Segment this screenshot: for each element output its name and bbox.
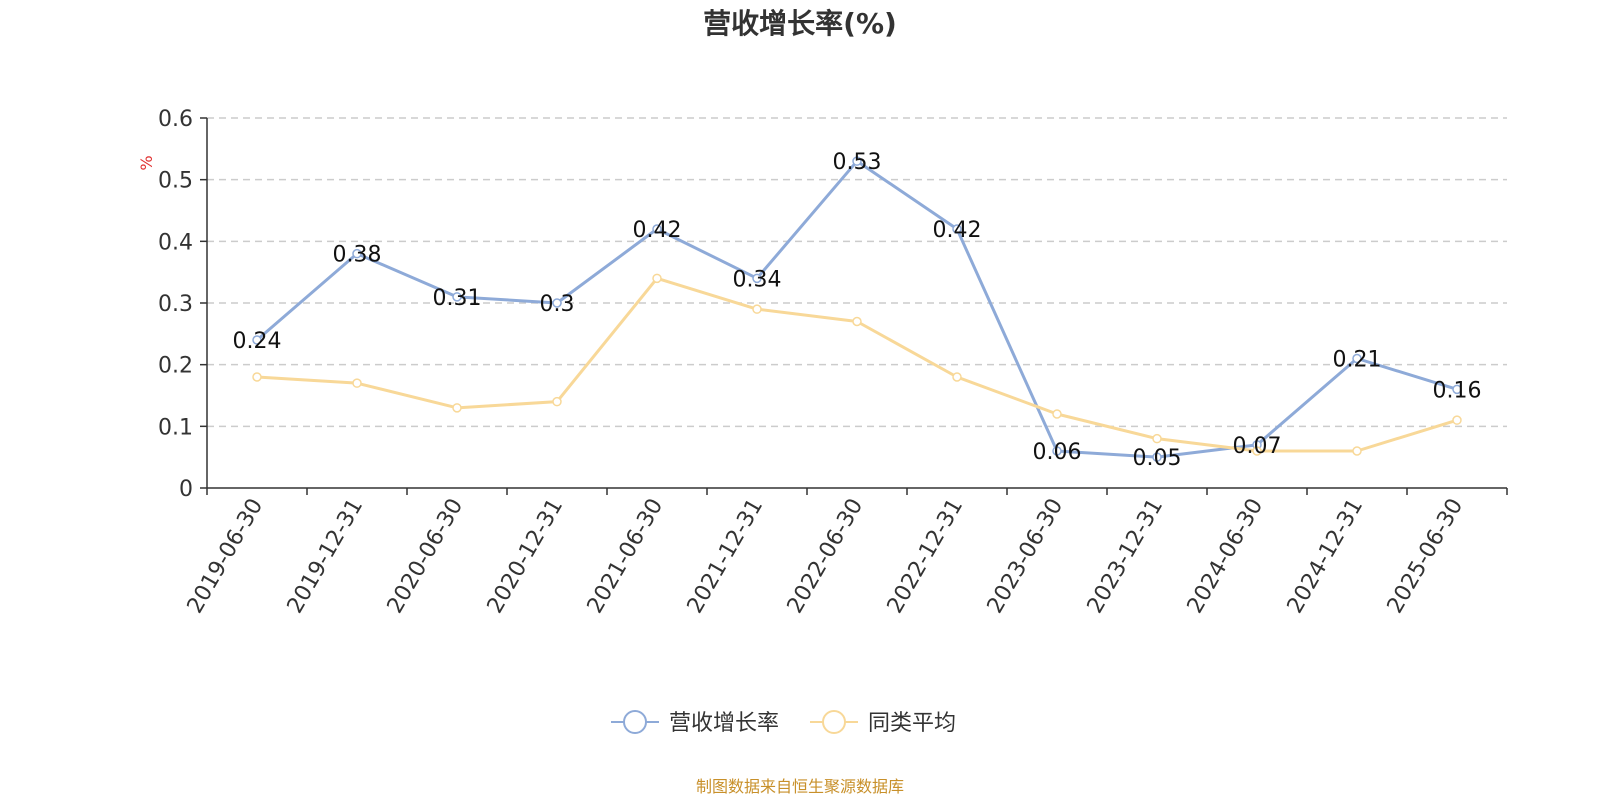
- y-tick-label: 0.4: [158, 230, 193, 255]
- y-axis-ticks: 0 0.1 0.2 0.3 0.4 0.5 0.6: [158, 107, 207, 502]
- data-point: [252, 372, 262, 382]
- data-point: [852, 156, 862, 166]
- y-axis-unit-label: %: [137, 155, 156, 170]
- y-tick-label: 0.5: [158, 169, 193, 194]
- y-tick-label: 0.1: [158, 415, 193, 440]
- data-point: [352, 248, 362, 259]
- grid-lines: [207, 117, 1507, 428]
- data-label: 0.05: [1133, 446, 1182, 471]
- y-tick-label: 0.3: [158, 292, 193, 317]
- data-label: 0.16: [1433, 378, 1482, 403]
- data-point: [252, 335, 262, 345]
- data-point: [1252, 446, 1262, 456]
- x-tick-label: 2021-06-30: [583, 495, 669, 618]
- data-point: [752, 273, 762, 284]
- data-point: [652, 273, 662, 284]
- data-labels: 0.24 0.38 0.31 0.3 0.42 0.34 0.53 0.42 0.06 0.05 0…: [233, 150, 1482, 471]
- data-point: [652, 224, 662, 234]
- y-tick-label: 0.2: [158, 354, 193, 379]
- data-point: [1452, 384, 1462, 395]
- y-tick-label: 0: [179, 477, 193, 502]
- x-axis-ticks: 2019-06-30 2019-12-31 2020-06-30 2020-12-31…: [183, 488, 1508, 618]
- data-point: [1152, 433, 1162, 444]
- y-tick-label: 0.6: [158, 107, 193, 132]
- data-point: [952, 372, 962, 382]
- data-point: [352, 378, 362, 388]
- source-note: 制图数据来自恒生聚源数据库: [696, 777, 904, 796]
- data-point: [1052, 409, 1062, 419]
- data-point: [452, 403, 462, 413]
- data-label: 0.53: [833, 150, 882, 175]
- x-tick-label: 2024-12-31: [1283, 495, 1369, 618]
- data-point: [552, 396, 562, 407]
- data-point: [1052, 446, 1062, 456]
- data-point: [1352, 353, 1362, 364]
- data-label: 0.42: [933, 218, 982, 243]
- series-group: [252, 156, 1462, 462]
- data-point: [452, 292, 462, 302]
- data-point: [1152, 452, 1162, 462]
- data-label: 0.06: [1033, 440, 1082, 465]
- x-tick-label: 2022-06-30: [783, 495, 869, 618]
- data-point: [1352, 446, 1362, 456]
- x-tick-label: 2019-12-31: [283, 495, 369, 618]
- data-label: 0.31: [433, 286, 482, 311]
- legend-label-1: 营收增长率: [669, 711, 779, 736]
- chart-title: 营收增长率(%): [703, 7, 897, 40]
- x-tick-label: 2020-12-31: [483, 495, 569, 618]
- data-point: [852, 316, 862, 327]
- data-label: 0.24: [233, 329, 282, 354]
- x-tick-label: 2021-12-31: [683, 495, 769, 618]
- data-point: [552, 298, 562, 308]
- x-tick-label: 2023-12-31: [1083, 495, 1169, 618]
- data-point: [952, 224, 962, 234]
- x-tick-label: 2019-06-30: [183, 495, 269, 618]
- legend-marker-2: [822, 710, 846, 734]
- data-point: [752, 304, 762, 314]
- x-tick-label: 2022-12-31: [883, 495, 969, 618]
- data-label: 0.21: [1333, 348, 1382, 373]
- x-tick-label: 2024-06-30: [1183, 495, 1269, 618]
- data-label: 0.3: [540, 292, 575, 317]
- data-point: [1452, 415, 1462, 425]
- data-label: 0.34: [733, 267, 782, 292]
- legend-label-2: 同类平均: [868, 711, 956, 736]
- data-label: 0.42: [633, 218, 682, 243]
- legend: 营收增长率 同类平均: [611, 710, 956, 736]
- x-tick-label: 2025-06-30: [1383, 495, 1469, 618]
- data-label: 0.38: [333, 243, 382, 268]
- x-tick-label: 2023-06-30: [983, 495, 1069, 618]
- data-label: 0.07: [1233, 434, 1282, 459]
- legend-marker-1: [623, 710, 647, 734]
- x-tick-label: 2020-06-30: [383, 495, 469, 618]
